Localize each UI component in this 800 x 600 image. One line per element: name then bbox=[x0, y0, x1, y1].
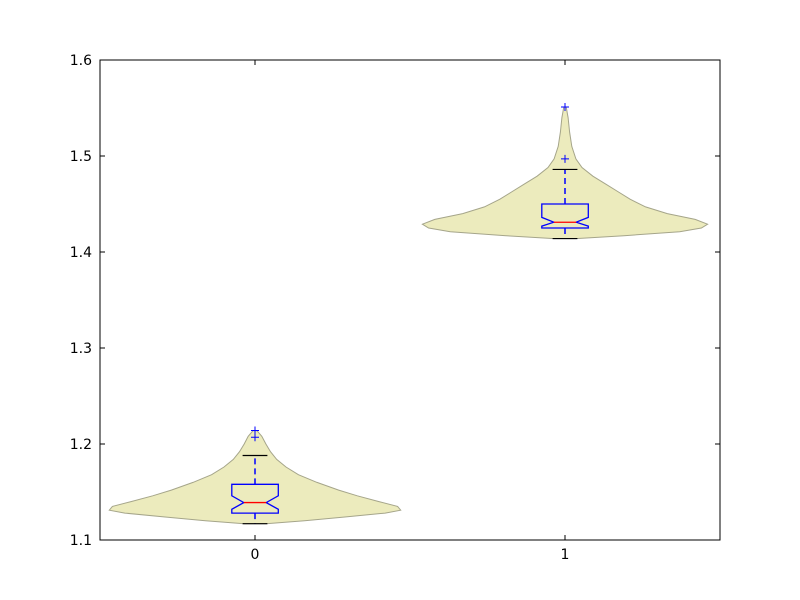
outlier-marker-1-1 bbox=[561, 103, 569, 112]
violin-group-0 bbox=[108, 426, 402, 525]
axes-frame bbox=[99, 59, 721, 541]
ytick-label-1: 1.2 bbox=[70, 437, 92, 453]
plot-area bbox=[108, 103, 709, 525]
outlier-marker-0-1 bbox=[251, 426, 259, 435]
outlier-marker-0-0 bbox=[251, 433, 259, 442]
xtick-label-1: 1 bbox=[561, 547, 570, 563]
notched-box-1 bbox=[541, 203, 589, 229]
notched-box-0 bbox=[231, 483, 279, 514]
ytick-label-0: 1.1 bbox=[70, 533, 92, 549]
ytick-label-2: 1.3 bbox=[70, 341, 92, 357]
axes: 1.1 1.2 1.3 1.4 1.5 1.6 0 1 bbox=[70, 53, 721, 563]
ytick-label-4: 1.5 bbox=[70, 149, 92, 165]
ytick-label-5: 1.6 bbox=[70, 53, 92, 69]
ytick-label-3: 1.4 bbox=[70, 245, 92, 261]
xtick-label-0: 0 bbox=[251, 547, 260, 563]
violin-group-1 bbox=[421, 103, 709, 240]
outlier-marker-1-0 bbox=[561, 154, 569, 163]
